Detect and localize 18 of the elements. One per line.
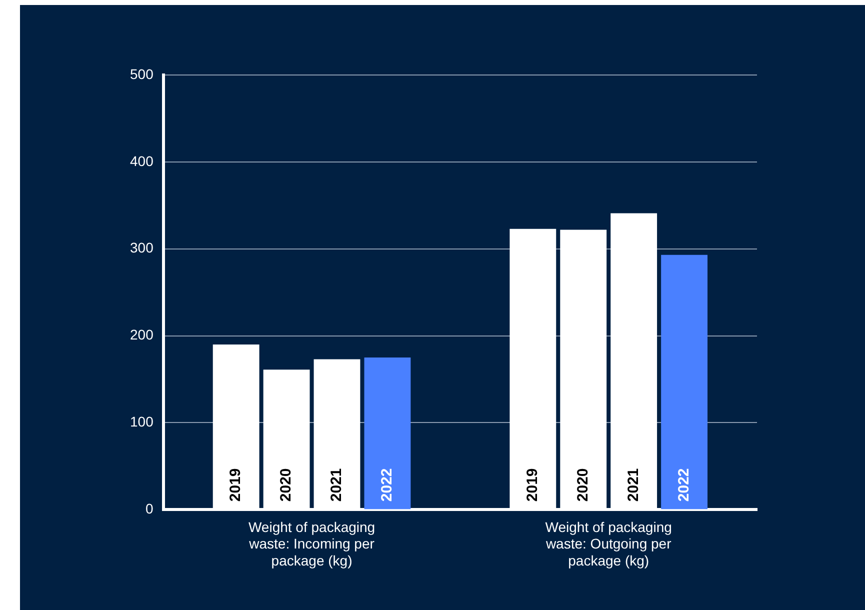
- series-label: 2020: [278, 468, 295, 502]
- y-tick-label: 0: [146, 500, 154, 516]
- y-tick-label: 500: [130, 66, 154, 82]
- series-label: 2021: [328, 468, 346, 502]
- y-tick-label: 300: [130, 240, 154, 256]
- series-label: 2022: [378, 468, 396, 502]
- text: 2021: [624, 468, 642, 502]
- text: 2020: [574, 468, 592, 502]
- y-tick-label: 400: [130, 152, 154, 169]
- x-tick-label: Weight of packaging waste: Incoming per package (kg): [248, 518, 376, 568]
- bar: [364, 357, 411, 510]
- y-tick-label: 200: [130, 326, 154, 343]
- bar: [661, 254, 708, 510]
- text: 2019: [524, 468, 542, 502]
- text: 2022: [675, 468, 692, 502]
- y-tick-label: 100: [130, 414, 154, 430]
- series-label: 2019: [227, 468, 244, 502]
- x-tick-label: Weight of packaging waste: Outgoing per package (kg): [544, 518, 672, 568]
